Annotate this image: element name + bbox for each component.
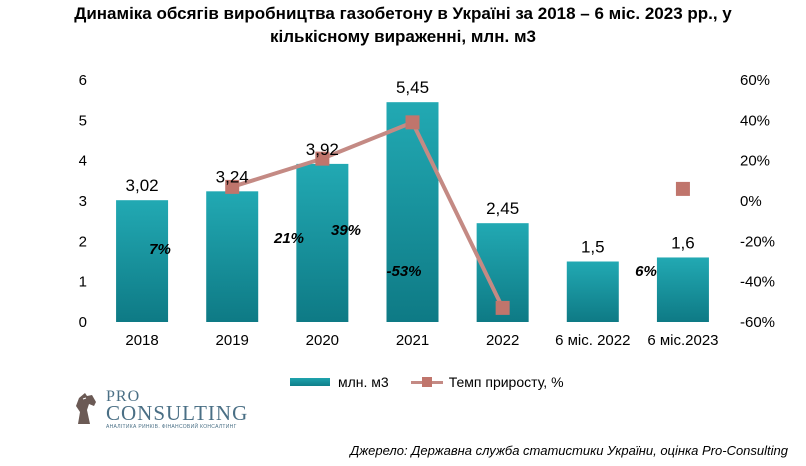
legend-bar-label: млн. м3 [338,374,389,390]
logo-pro: PRO [106,388,141,405]
growth-marker [225,179,240,194]
x-tick-label: 6 міс.2023 [647,332,718,349]
left-axis: 0 1 2 3 4 5 6 [79,72,87,331]
right-tick-label: -40% [740,274,775,291]
growth-marker [495,300,510,315]
x-tick-label: 2022 [486,332,519,349]
bar-value-label: 5,45 [396,78,429,97]
legend-item-line: Темп приросту, % [410,374,564,390]
x-tick-label: 2019 [216,332,249,349]
growth-label: 7% [149,241,171,258]
growth-label: 21% [273,230,304,247]
bar-value-label: 2,45 [486,199,519,218]
bar-value-label: 1,5 [581,238,605,257]
bar [386,102,439,322]
legend-line-swatch [410,377,443,387]
growth-label: 6% [635,263,657,280]
right-tick-label: 60% [740,72,770,89]
logo-consulting: CONSULTING [106,401,249,425]
bar [566,261,619,322]
bar [296,163,349,322]
chart-canvas: 0 1 2 3 4 5 6 -60% -40% -20% 0% 20% 40% 60% 2018 2019… [79,72,775,349]
left-tick-label: 2 [79,233,87,250]
growth-series [225,115,690,315]
x-tick-label: 2018 [125,332,158,349]
growth-marker [315,151,330,166]
legend-item-bars: млн. м3 [290,374,389,390]
bar [656,257,709,322]
right-tick-label: -20% [740,233,775,250]
data-labels: 3,02 3,24 3,92 5,45 2,45 1,5 1,6 7% 21% 39% -53% 6% [126,78,695,280]
bar-value-label: 3,02 [126,176,159,195]
x-axis: 2018 2019 2020 2021 2022 6 міс. 2022 6 міс.202… [125,332,718,349]
growth-marker [675,181,690,196]
x-tick-label: 2021 [396,332,429,349]
bar [116,200,169,322]
chart-title-line2: кількісному вираженні, млн. м3 [270,27,536,46]
left-tick-label: 0 [79,314,87,331]
right-tick-label: -60% [740,314,775,331]
left-tick-label: 3 [79,193,87,210]
bar [206,191,259,322]
chart-title: Динаміка обсягів виробництва газобетону … [0,2,806,48]
legend-line-label: Темп приросту, % [448,374,564,390]
left-tick-label: 1 [79,274,87,291]
right-tick-label: 20% [740,153,770,170]
x-tick-label: 2020 [306,332,339,349]
growth-line [231,120,505,309]
pro-consulting-logo: PRO CONSULTING АНАЛІТИКА РИНКІВ. ФІНАНСО… [72,388,247,430]
right-tick-label: 0% [740,193,762,210]
logo-tagline: АНАЛІТИКА РИНКІВ. ФІНАНСОВИЙ КОНСАЛТИНГ [106,424,237,430]
chart-title-line1: Динаміка обсягів виробництва газобетону … [74,4,732,23]
bar-value-label: 1,6 [671,233,695,252]
growth-marker [405,115,420,130]
right-axis: -60% -40% -20% 0% 20% 40% 60% [740,72,775,331]
legend: млн. м3 Темп приросту, % [290,374,586,390]
horse-head-icon [76,393,96,424]
x-tick-label: 6 міс. 2022 [555,332,630,349]
legend-bar-swatch [290,378,330,386]
growth-label: 39% [331,222,361,239]
source-note: Джерело: Державна служба статистики Укра… [350,443,788,458]
bar-series [116,102,709,322]
left-tick-label: 4 [79,153,87,170]
bar-value-label: 3,24 [216,167,249,186]
left-tick-label: 6 [79,72,87,89]
left-tick-label: 5 [79,112,87,129]
bar-value-label: 3,92 [306,140,339,159]
right-tick-label: 40% [740,112,770,129]
growth-label: -53% [386,263,421,280]
